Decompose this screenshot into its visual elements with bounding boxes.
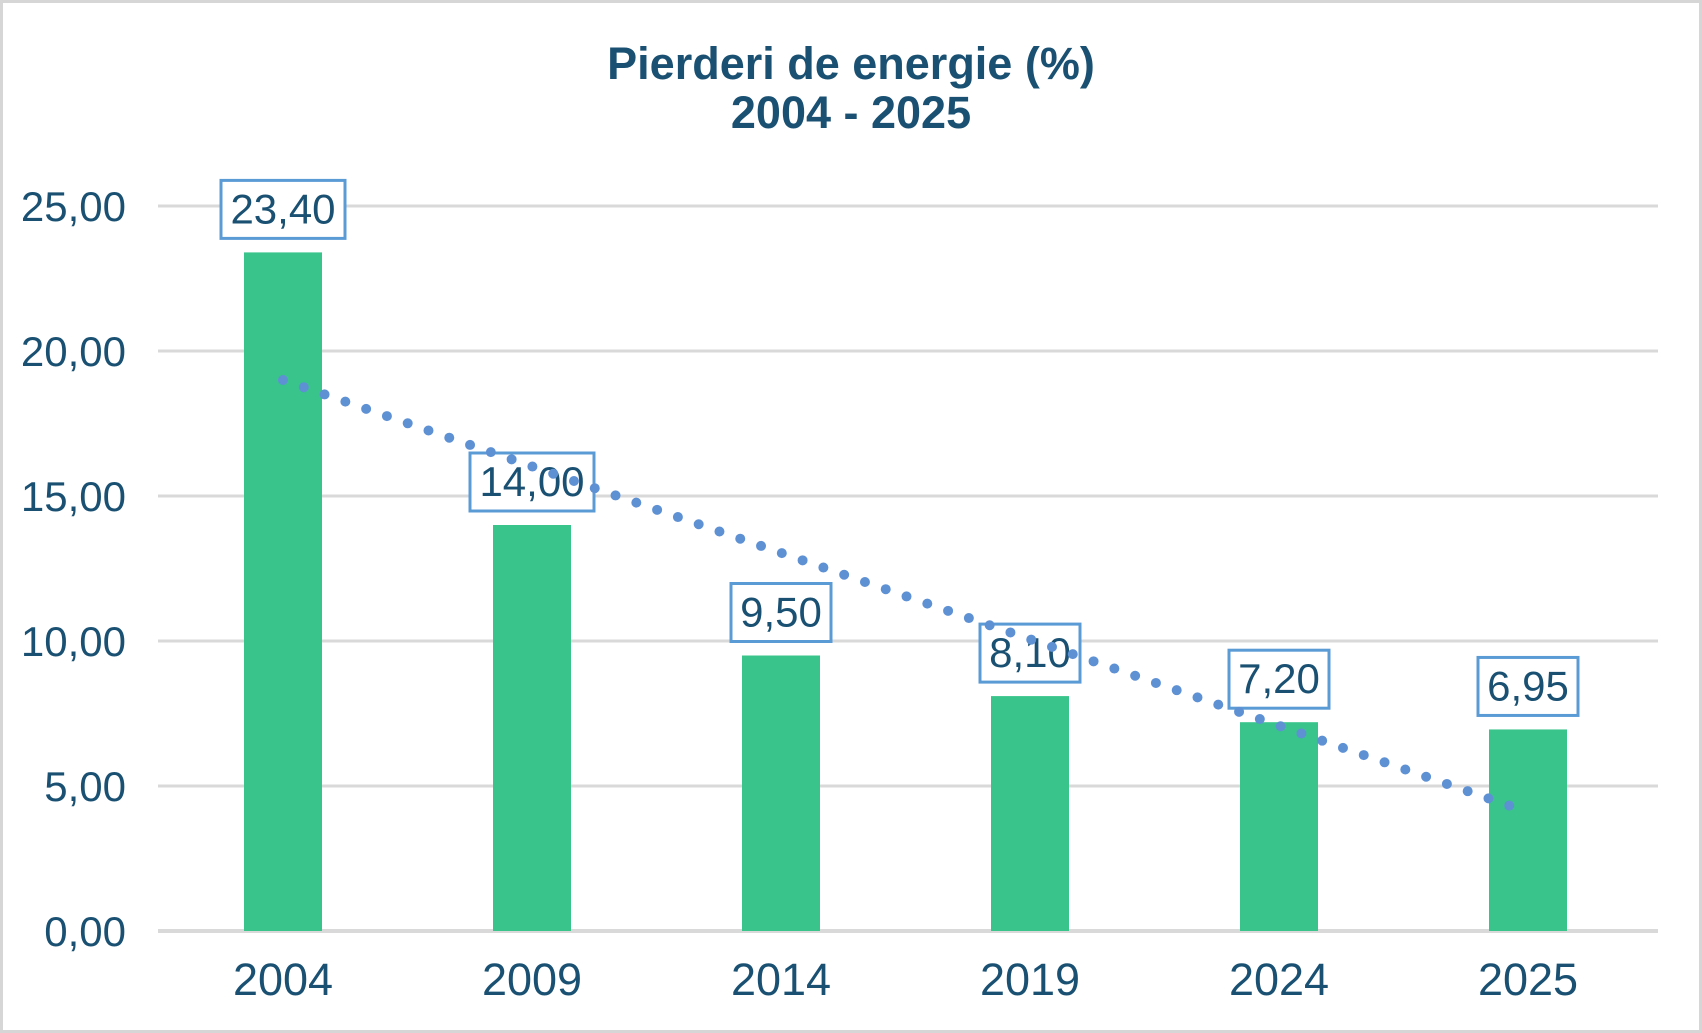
x-tick-label: 2019	[980, 954, 1080, 1005]
bar	[244, 252, 322, 931]
y-tick-label: 5,00	[44, 763, 126, 810]
bar-value-box	[1227, 648, 1331, 710]
y-tick-label: 0,00	[44, 908, 126, 955]
x-tick-label: 2009	[482, 954, 582, 1005]
y-tick-label: 10,00	[21, 618, 126, 665]
y-tick-label: 20,00	[21, 328, 126, 375]
x-tick-label: 2004	[233, 954, 333, 1005]
bar-value-label: 7,20	[1238, 655, 1320, 702]
chart-title-line2: 2004 - 2025	[730, 87, 972, 138]
bar	[742, 655, 820, 931]
bar-value-box	[219, 178, 347, 240]
bar-value-box	[1476, 655, 1580, 717]
x-tick-label: 2025	[1478, 954, 1578, 1005]
bar-value-label: 6,95	[1487, 662, 1569, 709]
bar-value-label: 9,50	[740, 589, 822, 636]
y-tick-label: 25,00	[21, 183, 126, 230]
bar	[493, 525, 571, 931]
x-tick-label: 2014	[731, 954, 831, 1005]
bar-value-box	[978, 622, 1082, 684]
bar-value-box	[729, 582, 833, 643]
bar	[1240, 722, 1318, 931]
x-tick-label: 2024	[1229, 954, 1329, 1005]
chart-title: Pierderi de energie (%) 2004 - 2025	[3, 39, 1699, 137]
bar	[1489, 729, 1567, 931]
bar	[991, 696, 1069, 931]
bar-value-label: 23,40	[230, 185, 335, 232]
y-tick-label: 15,00	[21, 473, 126, 520]
bar-chart-plot: 0,00 5,00 10,00 15,00 20,00 25,00 2004 2009 2014…	[21, 178, 1658, 1005]
trendline-dotted	[278, 375, 1533, 818]
chart-title-line1: Pierderi de energie (%)	[607, 38, 1095, 89]
